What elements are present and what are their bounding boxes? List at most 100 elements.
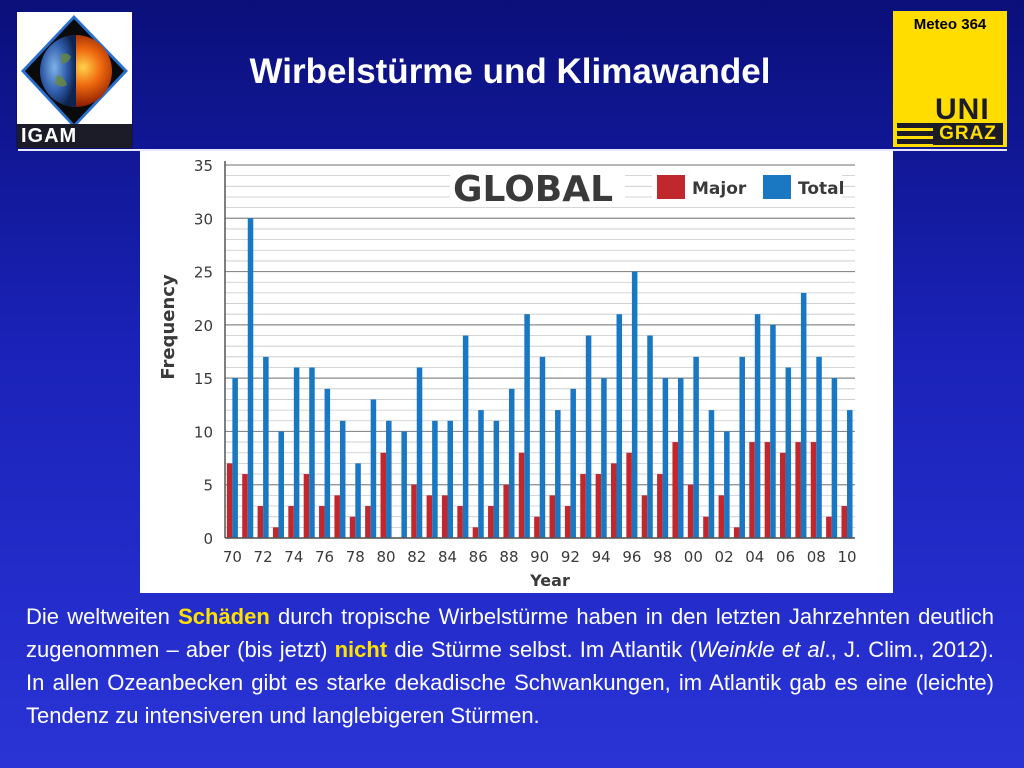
bar-major <box>503 484 509 538</box>
bar-major <box>595 474 602 538</box>
uni-graz-logo: Meteo 364 UNI GRAZ <box>893 11 1007 147</box>
caption-citation: Weinkle et al <box>696 637 825 662</box>
bar-total <box>831 378 838 538</box>
x-tick-label: 72 <box>254 548 273 566</box>
uni-text: UNI <box>935 93 990 126</box>
x-tick-label: 94 <box>592 548 611 566</box>
bar-major <box>780 452 786 538</box>
bar-total <box>601 378 607 538</box>
x-axis-label: Year <box>529 571 570 590</box>
header-divider <box>18 149 1007 151</box>
bar-major <box>580 474 586 538</box>
bars <box>226 218 853 538</box>
bar-major <box>518 452 525 538</box>
bar-total <box>401 431 407 538</box>
course-label: Meteo 364 <box>913 16 987 33</box>
bar-total <box>677 378 684 538</box>
y-tick-label: 15 <box>194 370 213 388</box>
bar-major <box>334 495 340 538</box>
x-tick-label: 82 <box>407 548 426 566</box>
y-tick-label: 0 <box>203 530 213 548</box>
bar-total <box>447 420 454 538</box>
chart-panel: 0 5 10 15 20 25 30 35 70 72 74 76 78 80 82 84 86 88 90 92 9… <box>140 151 893 593</box>
bar-total <box>708 410 715 538</box>
bar-total <box>232 378 238 538</box>
legend-label-total: Total <box>798 179 844 199</box>
bar-major <box>687 484 694 538</box>
x-tick-label: 10 <box>837 548 856 566</box>
y-tick-label: 5 <box>203 477 213 495</box>
bar-major <box>441 495 448 538</box>
bar-major <box>242 474 248 538</box>
bar-total <box>416 367 423 538</box>
legend-label-major: Major <box>692 179 747 199</box>
bar-total <box>555 410 561 538</box>
x-tick-label: 78 <box>346 548 365 566</box>
caption-part-2: durch tropische Wirbelstürme haben in de… <box>26 604 995 662</box>
bar-major <box>411 484 417 538</box>
bar-major <box>257 506 264 538</box>
bar-major <box>703 516 709 538</box>
x-tick-label: 08 <box>807 548 826 566</box>
x-tick-label: 98 <box>653 548 672 566</box>
chart-title: GLOBAL <box>453 169 613 210</box>
y-tick-label: 35 <box>194 157 213 175</box>
bar-major <box>303 474 310 538</box>
bar-major <box>826 516 832 538</box>
igam-logo-text: IGAM <box>17 124 132 148</box>
igam-logo: IGAM <box>16 11 133 149</box>
x-tick-label: 88 <box>499 548 518 566</box>
bar-total <box>263 356 269 538</box>
y-tick-labels: 0 5 10 15 20 25 30 35 <box>194 157 213 548</box>
x-tick-label: 76 <box>315 548 334 566</box>
page-title: Wirbelstürme und Klimawandel <box>249 52 771 91</box>
bar-total <box>785 367 792 538</box>
bar-total <box>247 218 254 538</box>
caption-highlight-schaeden: Schäden <box>178 604 270 629</box>
caption-part-4: ., J. Clim., 2012). In allen Ozeanbecken… <box>26 637 994 728</box>
bar-total <box>754 314 761 538</box>
bar-major <box>426 495 433 538</box>
bar-total <box>324 388 331 538</box>
bar-major <box>672 442 678 538</box>
bar-major <box>841 506 848 538</box>
y-tick-label: 30 <box>194 210 213 228</box>
bar-major <box>534 516 540 538</box>
bar-total <box>432 420 438 538</box>
x-tick-label: 70 <box>223 548 242 566</box>
x-tick-label: 92 <box>561 548 580 566</box>
caption-part-1: Die weltweiten <box>26 604 179 629</box>
bar-chart: 0 5 10 15 20 25 30 35 70 72 74 76 78 80 82 84 86 88 90 92 9… <box>158 157 857 590</box>
bar-major <box>457 506 463 538</box>
bar-total <box>493 420 500 538</box>
bar-total <box>278 431 285 538</box>
bar-total <box>339 420 346 538</box>
bar-major <box>319 506 325 538</box>
bar-total <box>293 367 300 538</box>
bar-total <box>524 314 530 538</box>
bar-total <box>770 324 776 538</box>
bar-major <box>810 442 817 538</box>
graz-text: GRAZ <box>933 123 1003 145</box>
bar-major <box>288 506 294 538</box>
bar-total <box>647 335 653 538</box>
bar-total <box>386 420 392 538</box>
bar-total <box>739 356 745 538</box>
bar-total <box>309 367 315 538</box>
bar-total <box>462 335 469 538</box>
y-tick-label: 20 <box>194 317 213 335</box>
x-tick-label: 02 <box>715 548 734 566</box>
bar-major <box>795 442 801 538</box>
earth-sun-diamond-icon <box>21 15 128 128</box>
y-axis-label: Frequency <box>158 274 179 380</box>
x-tick-label: 90 <box>530 548 549 566</box>
caption-text: Die weltweiten Schäden durch tropische W… <box>26 600 994 732</box>
bar-major <box>472 527 479 538</box>
bar-major <box>564 506 571 538</box>
bar-major <box>272 527 279 538</box>
bar-total <box>616 314 623 538</box>
bar-major <box>610 463 617 538</box>
y-tick-label: 10 <box>194 423 213 441</box>
bar-total <box>724 431 730 538</box>
bar-total <box>693 356 699 538</box>
